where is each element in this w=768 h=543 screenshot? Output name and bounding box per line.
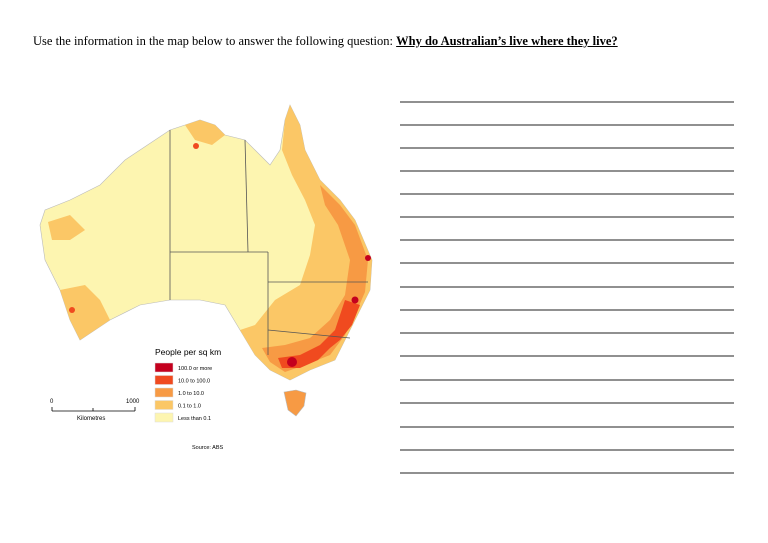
question: Use the information in the map below to …: [33, 34, 618, 49]
legend-label: 100.0 or more: [178, 366, 212, 372]
legend-label: Less than 0.1: [178, 416, 211, 422]
top-end-density: [185, 120, 225, 145]
city-darwin: [193, 143, 199, 149]
city-sydney: [351, 296, 359, 304]
city-perth: [69, 307, 75, 313]
legend-swatch: [154, 362, 174, 373]
scale-end: 1000: [126, 399, 140, 405]
question-emphasis: Why do Australian’s live where they live…: [396, 34, 618, 48]
legend-swatch: [154, 375, 174, 385]
coast-high: [278, 300, 360, 368]
scale-unit: Kilometres: [77, 416, 105, 422]
scale-start: 0: [50, 399, 54, 405]
legend: People per sq km 100.0 or more 10.0 to 10…: [154, 347, 221, 423]
writing-lines: [400, 101, 734, 474]
legend-label: 0.1 to 1.0: [178, 404, 201, 410]
australia-map: [39, 104, 373, 417]
legend-title: People per sq km: [155, 347, 221, 357]
map-source: Source: ABS: [192, 445, 224, 451]
legend-swatch: [154, 387, 174, 398]
scale-bar: 0 1000 Kilometres: [50, 399, 140, 422]
legend-label: 10.0 to 100.0: [178, 379, 210, 385]
state-borders: [169, 130, 368, 355]
legend-label: 1.0 to 10.0: [178, 391, 204, 397]
west-coast-density: [48, 215, 85, 240]
legend-swatch: [154, 400, 174, 410]
tasmania: [283, 389, 307, 417]
legend-swatch: [154, 412, 174, 423]
south-west-density: [60, 285, 110, 340]
city-brisbane: [365, 255, 371, 261]
question-prompt: Use the information in the map below to …: [33, 34, 393, 48]
city-melbourne: [287, 357, 297, 367]
